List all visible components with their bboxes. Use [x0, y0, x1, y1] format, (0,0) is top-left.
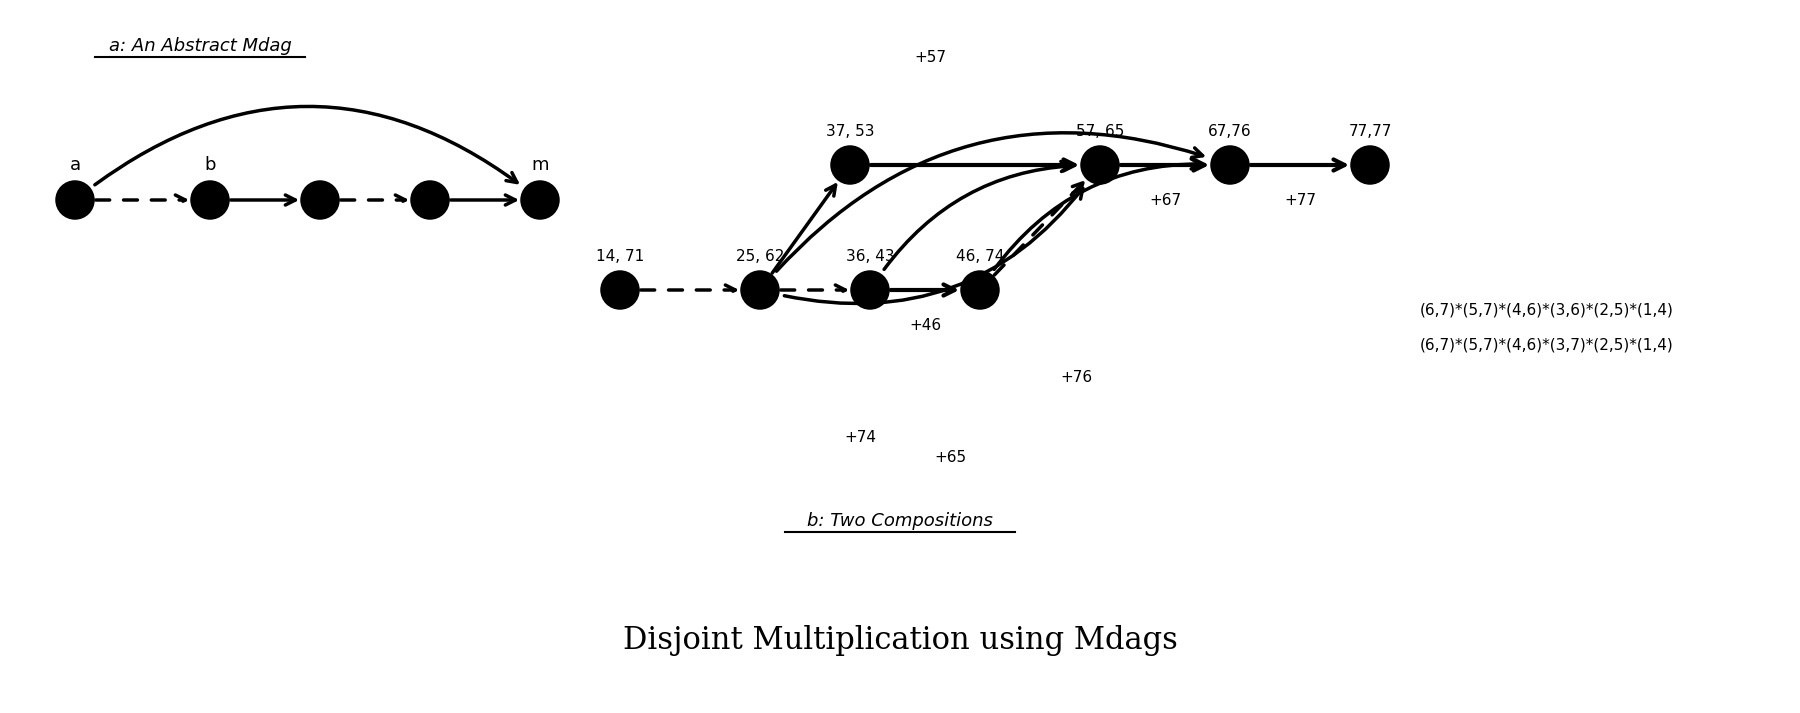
Text: (6,7)*(5,7)*(4,6)*(3,7)*(2,5)*(1,4): (6,7)*(5,7)*(4,6)*(3,7)*(2,5)*(1,4)	[1420, 337, 1674, 352]
Circle shape	[522, 182, 558, 218]
Circle shape	[412, 182, 448, 218]
Circle shape	[832, 147, 868, 183]
Text: b: b	[203, 156, 216, 174]
Text: +46: +46	[909, 318, 941, 333]
Text: 25, 62: 25, 62	[736, 249, 785, 264]
Text: +74: +74	[844, 430, 877, 445]
Text: (6,7)*(5,7)*(4,6)*(3,6)*(2,5)*(1,4): (6,7)*(5,7)*(4,6)*(3,6)*(2,5)*(1,4)	[1420, 302, 1674, 317]
Text: a: An Abstract Mdag: a: An Abstract Mdag	[108, 37, 292, 55]
Circle shape	[851, 272, 887, 308]
Text: 67,76: 67,76	[1208, 124, 1251, 139]
Circle shape	[193, 182, 229, 218]
Text: 46, 74: 46, 74	[956, 249, 1004, 264]
Circle shape	[58, 182, 94, 218]
Circle shape	[1352, 147, 1388, 183]
Text: m: m	[531, 156, 549, 174]
Circle shape	[742, 272, 778, 308]
Text: +77: +77	[1283, 193, 1316, 208]
Text: +65: +65	[934, 450, 967, 465]
Circle shape	[302, 182, 338, 218]
Text: 57, 65: 57, 65	[1076, 124, 1125, 139]
Text: +57: +57	[914, 50, 947, 65]
Circle shape	[961, 272, 997, 308]
Circle shape	[1211, 147, 1247, 183]
Text: 77,77: 77,77	[1348, 124, 1391, 139]
Text: 36, 43: 36, 43	[846, 249, 895, 264]
Text: 14, 71: 14, 71	[596, 249, 644, 264]
Circle shape	[601, 272, 637, 308]
Text: b: Two Compositions: b: Two Compositions	[806, 512, 994, 530]
Circle shape	[1082, 147, 1118, 183]
Text: +67: +67	[1148, 193, 1181, 208]
Text: a: a	[70, 156, 81, 174]
Text: Disjoint Multiplication using Mdags: Disjoint Multiplication using Mdags	[623, 625, 1177, 655]
Text: 37, 53: 37, 53	[826, 124, 875, 139]
Text: +76: +76	[1060, 370, 1093, 385]
